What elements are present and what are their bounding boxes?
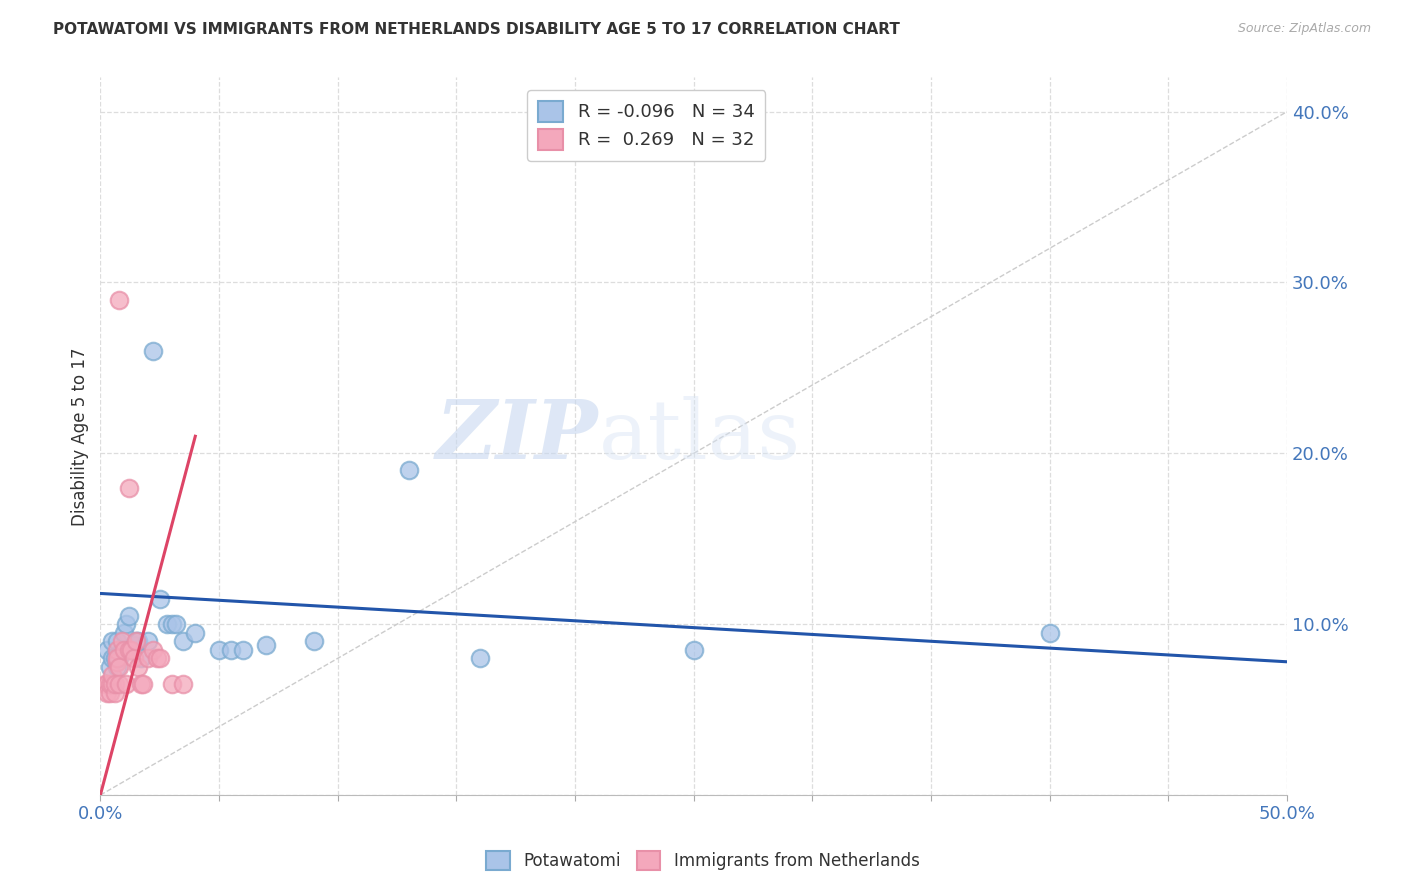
Point xyxy=(104,685,127,699)
Point xyxy=(127,660,149,674)
Point xyxy=(398,463,420,477)
Point xyxy=(94,677,117,691)
Point xyxy=(208,643,231,657)
Point xyxy=(125,634,148,648)
Point xyxy=(232,643,254,657)
Point xyxy=(468,651,491,665)
Point xyxy=(142,643,165,657)
Point xyxy=(108,660,131,674)
Point xyxy=(108,293,131,307)
Point xyxy=(105,651,128,665)
Point xyxy=(118,643,141,657)
Point xyxy=(120,643,142,657)
Point xyxy=(142,343,165,358)
Point xyxy=(149,591,172,606)
Point xyxy=(160,677,183,691)
Point xyxy=(172,677,194,691)
Point xyxy=(105,655,128,669)
Text: atlas: atlas xyxy=(599,396,801,476)
Point xyxy=(101,677,124,691)
Point xyxy=(146,651,169,665)
Point xyxy=(105,660,128,674)
Point xyxy=(129,651,152,665)
Text: Source: ZipAtlas.com: Source: ZipAtlas.com xyxy=(1237,22,1371,36)
Point xyxy=(149,651,172,665)
Point xyxy=(165,617,187,632)
Point xyxy=(184,625,207,640)
Point xyxy=(156,617,179,632)
Point xyxy=(115,617,138,632)
Point xyxy=(136,634,159,648)
Point xyxy=(132,677,155,691)
Point xyxy=(219,643,242,657)
Point xyxy=(118,608,141,623)
Point xyxy=(104,651,127,665)
Point xyxy=(112,625,135,640)
Point xyxy=(108,651,131,665)
Point xyxy=(160,617,183,632)
Point xyxy=(96,643,118,657)
Point xyxy=(256,638,278,652)
Point xyxy=(122,651,145,665)
Point xyxy=(118,481,141,495)
Point xyxy=(115,677,138,691)
Point xyxy=(112,643,135,657)
Point xyxy=(105,643,128,657)
Point xyxy=(96,677,118,691)
Point xyxy=(104,677,127,691)
Point xyxy=(127,634,149,648)
Point xyxy=(302,634,325,648)
Point xyxy=(122,638,145,652)
Point xyxy=(111,634,134,648)
Point xyxy=(129,677,152,691)
Point xyxy=(98,685,121,699)
Point xyxy=(108,677,131,691)
Point xyxy=(172,634,194,648)
Point xyxy=(105,634,128,648)
Point xyxy=(101,634,124,648)
Point xyxy=(136,651,159,665)
Text: ZIP: ZIP xyxy=(436,396,599,476)
Point xyxy=(98,660,121,674)
Legend: R = -0.096   N = 34, R =  0.269   N = 32: R = -0.096 N = 34, R = 0.269 N = 32 xyxy=(527,90,765,161)
Point xyxy=(682,643,704,657)
Point xyxy=(125,634,148,648)
Text: POTAWATOMI VS IMMIGRANTS FROM NETHERLANDS DISABILITY AGE 5 TO 17 CORRELATION CHA: POTAWATOMI VS IMMIGRANTS FROM NETHERLAND… xyxy=(53,22,900,37)
Point xyxy=(101,668,124,682)
Point xyxy=(96,685,118,699)
Legend: Potawatomi, Immigrants from Netherlands: Potawatomi, Immigrants from Netherlands xyxy=(479,844,927,877)
Point xyxy=(98,677,121,691)
Y-axis label: Disability Age 5 to 17: Disability Age 5 to 17 xyxy=(72,347,89,525)
Point xyxy=(101,651,124,665)
Point xyxy=(1039,625,1062,640)
Point xyxy=(120,643,142,657)
Point xyxy=(111,643,134,657)
